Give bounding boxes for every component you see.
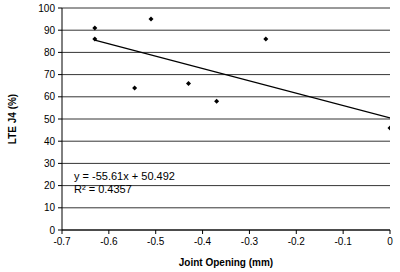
grid-line <box>62 230 390 231</box>
grid-line <box>62 8 390 9</box>
tick-mark <box>58 74 62 75</box>
y-axis-title: LTE J4 (%) <box>7 94 18 144</box>
tick-mark <box>155 230 156 234</box>
point <box>186 81 191 86</box>
tick-mark <box>58 141 62 142</box>
tick-mark <box>58 230 62 231</box>
tick-mark <box>58 52 62 53</box>
tick-mark <box>296 230 297 234</box>
tick-label: 60 <box>44 91 56 102</box>
tick-mark <box>202 230 203 234</box>
grid-line <box>62 141 390 142</box>
tick-label: -0.2 <box>288 236 306 247</box>
point <box>263 37 268 42</box>
tick-label: 50 <box>44 114 56 125</box>
tick-label: 100 <box>38 3 55 14</box>
grid-line <box>62 207 390 208</box>
tick-label: 0 <box>387 236 393 247</box>
tick-mark <box>249 230 250 234</box>
tick-mark <box>58 8 62 9</box>
tick-mark <box>58 96 62 97</box>
tick-label: 90 <box>44 25 56 36</box>
background <box>0 0 400 272</box>
tick-label: -0.7 <box>53 236 71 247</box>
point <box>388 125 391 130</box>
tick-mark <box>108 230 109 234</box>
tick-label: 30 <box>44 158 56 169</box>
grid-line <box>62 163 390 164</box>
tick-label: -0.5 <box>147 236 165 247</box>
tick-label: 80 <box>44 47 56 58</box>
tick-mark <box>58 185 62 186</box>
annotation: R² = 0.4357 <box>74 183 132 195</box>
grid-line <box>62 96 390 97</box>
tick-label: -0.6 <box>100 236 118 247</box>
trend-line <box>95 40 390 118</box>
tick-mark <box>343 230 344 234</box>
tick-mark <box>390 230 391 234</box>
tick-mark <box>62 230 63 234</box>
tick-mark <box>58 119 62 120</box>
point <box>149 17 154 22</box>
tick-label: 70 <box>44 69 56 80</box>
point <box>132 85 137 90</box>
annotation: y = -55.61x + 50.492 <box>74 170 175 182</box>
grid-line <box>62 119 390 120</box>
tick-label: 20 <box>44 180 56 191</box>
plot-data <box>92 17 390 131</box>
grid-line <box>62 52 390 53</box>
grid-line <box>62 30 390 31</box>
tick-label: -0.4 <box>194 236 212 247</box>
tick-label: 0 <box>49 225 55 236</box>
point <box>214 99 219 104</box>
tick-label: 40 <box>44 136 56 147</box>
tick-label: -0.1 <box>335 236 353 247</box>
y-axis <box>62 8 63 230</box>
tick-mark <box>58 207 62 208</box>
tick-label: -0.3 <box>241 236 259 247</box>
tick-mark <box>58 163 62 164</box>
tick-label: 10 <box>44 202 56 213</box>
x-axis-title: Joint Opening (mm) <box>179 257 273 268</box>
tick-mark <box>58 30 62 31</box>
chart: 0 10 20 30 40 50 60 70 80 90 100 -0.7 -0.6 -0.5 -0.4 -0… <box>0 0 400 272</box>
x-axis <box>62 230 390 231</box>
point <box>92 25 97 30</box>
